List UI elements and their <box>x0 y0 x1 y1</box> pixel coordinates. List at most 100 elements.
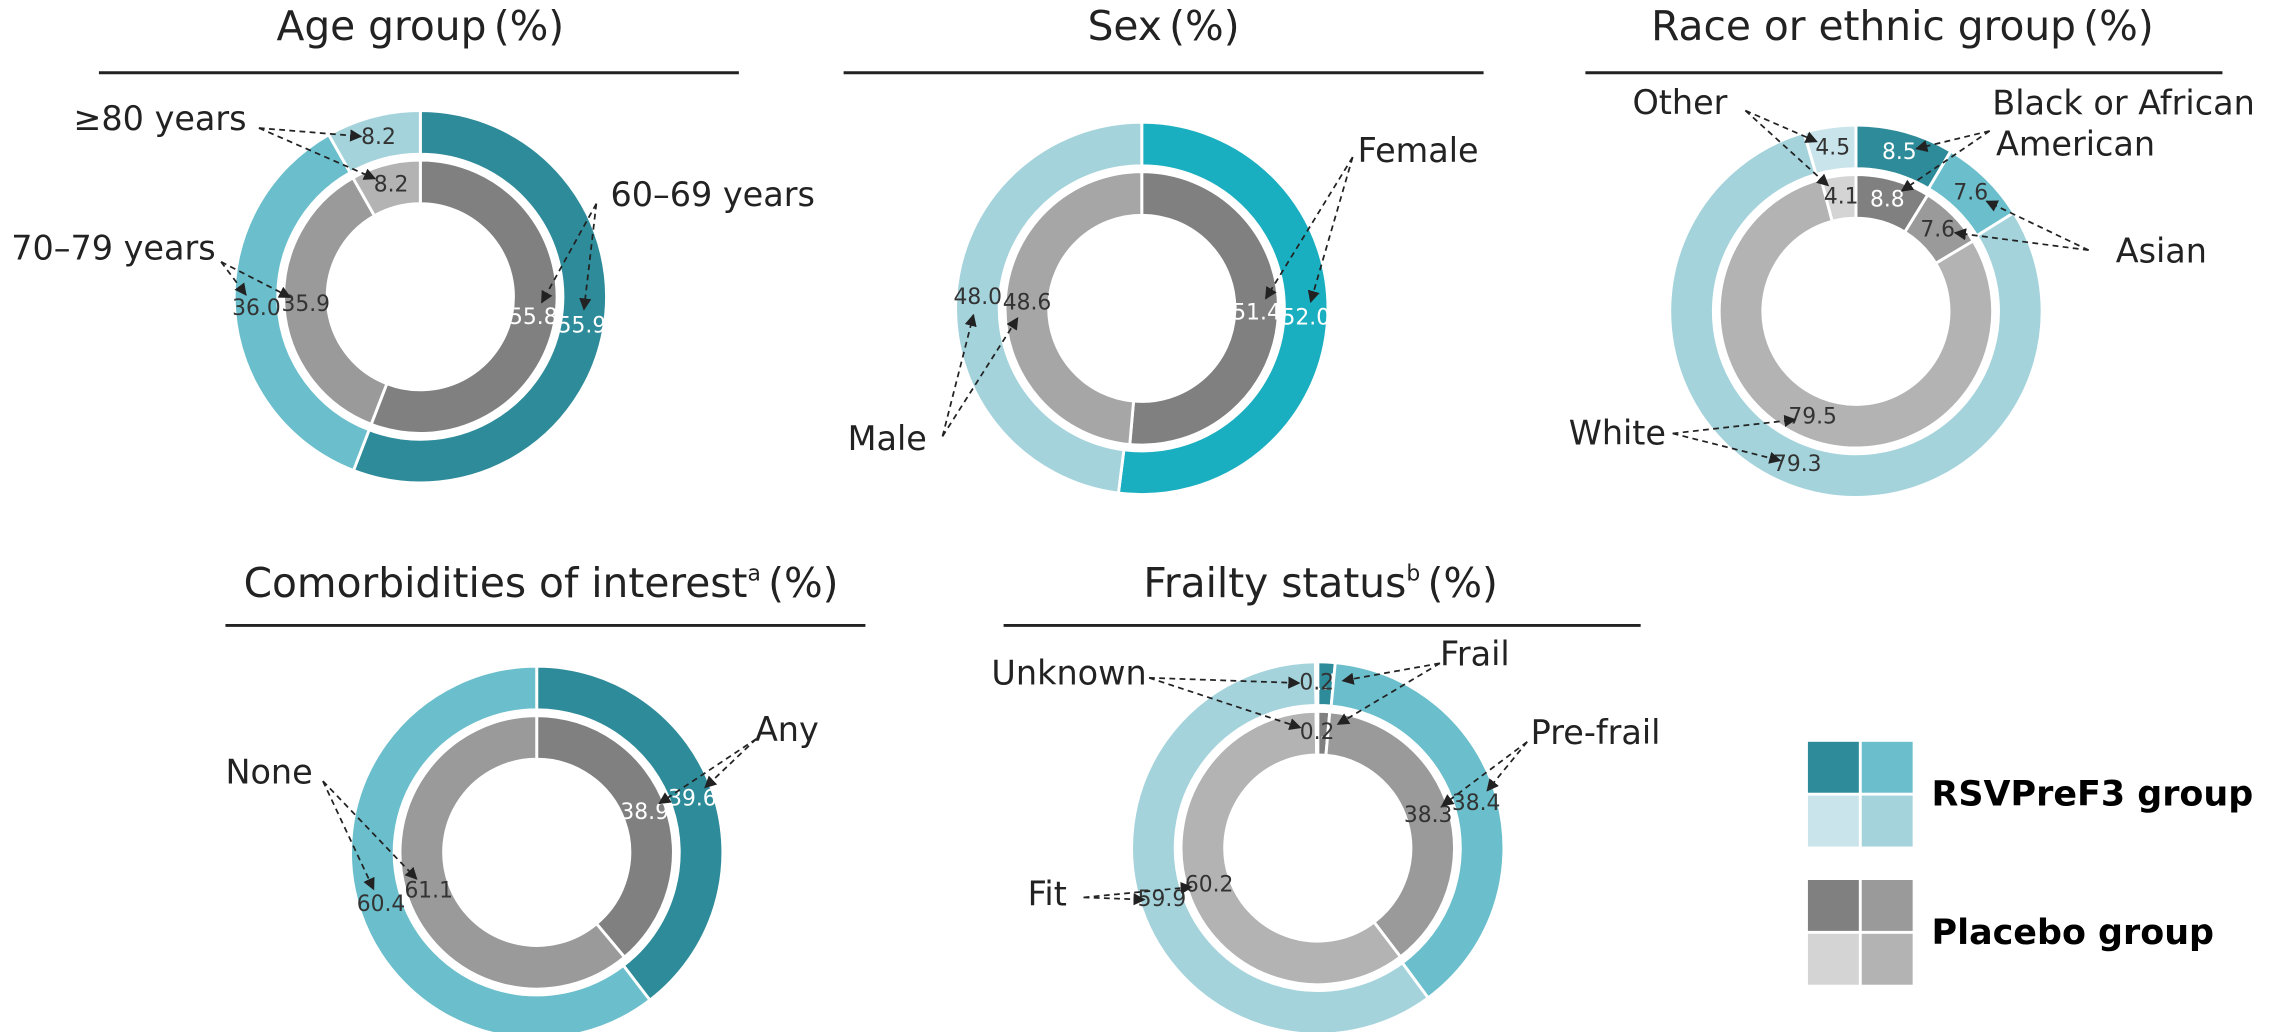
value-label: 39.6 <box>668 787 717 812</box>
annotation-arrow <box>579 203 598 311</box>
donut-segment <box>1128 170 1280 447</box>
value-label: 36.0 <box>232 296 281 321</box>
donut-segment <box>1130 660 1431 1032</box>
category-line: American <box>1996 124 2155 163</box>
title-unit: (%) <box>494 2 564 50</box>
value-label: 51.4 <box>1232 300 1281 325</box>
donut-segment <box>282 175 389 427</box>
value-label: 0.2 <box>1300 720 1335 745</box>
annotation-arrow <box>1985 200 2090 251</box>
title-unit: (%) <box>1169 2 1239 50</box>
annotation-arrow <box>1953 228 2089 252</box>
donut-segment <box>1717 177 1995 450</box>
donut-segment <box>1003 170 1144 447</box>
title-unit: (%) <box>2083 2 2153 50</box>
value-label: 55.8 <box>509 305 558 330</box>
annotation-arrow <box>540 203 598 304</box>
annotation-arrow <box>1148 676 1302 730</box>
annotation-arrow <box>941 313 977 437</box>
value-label: 48.0 <box>953 285 1002 310</box>
donut-segment <box>369 158 559 435</box>
value-label: 0.2 <box>1299 671 1334 696</box>
title-text: Frailty status <box>1143 559 1406 607</box>
title-text: Race or ethnic group <box>1651 2 2076 50</box>
value-label: 79.3 <box>1773 452 1822 477</box>
annotation-arrow <box>1672 432 1782 464</box>
legend-swatch <box>1807 741 1859 793</box>
legend-swatch <box>1807 933 1859 985</box>
category-label: Male <box>848 419 927 458</box>
title-unit: (%) <box>1427 559 1497 607</box>
value-label: 8.8 <box>1870 188 1905 213</box>
category-label: White <box>1569 413 1666 452</box>
value-label: 38.9 <box>620 800 669 825</box>
value-label: 7.6 <box>1920 218 1955 243</box>
legend-swatch <box>1807 795 1859 847</box>
legend-swatch <box>1861 795 1913 847</box>
annotation-arrow <box>258 127 363 142</box>
donut-segment <box>1313 660 1320 707</box>
category-label: Black or African American <box>1992 83 2255 163</box>
annotation-arrow <box>704 738 757 789</box>
donut-segment <box>535 664 725 1003</box>
value-label: 4.5 <box>1815 136 1850 161</box>
value-label: 38.3 <box>1404 803 1453 828</box>
value-label: 8.2 <box>361 125 396 150</box>
donut-segment <box>1819 173 1858 224</box>
annotation-arrow <box>941 317 1019 437</box>
category-line: Black or African <box>1992 83 2255 122</box>
value-label: 79.5 <box>1788 405 1837 430</box>
category-label: ≥80 years <box>73 99 246 138</box>
annotation-arrow <box>322 780 418 880</box>
chart-title: Sex (%) <box>1088 2 1240 50</box>
annotation-arrow <box>1083 881 1193 899</box>
value-label: 8.5 <box>1882 140 1917 165</box>
category-label: Frail <box>1440 634 1510 673</box>
chart-title: Race or ethnic group (%) <box>1651 2 2154 50</box>
title-note: a <box>747 562 760 587</box>
chart-title: Frailty statusb (%) <box>1143 559 1497 607</box>
annotation-arrow <box>1745 109 1818 143</box>
category-label: None <box>225 752 312 791</box>
chart-title: Comorbidities of interesta (%) <box>244 559 839 607</box>
annotation-arrow <box>658 738 757 805</box>
title-unit: (%) <box>768 559 838 607</box>
value-label: 61.1 <box>404 879 453 904</box>
category-label: 60–69 years <box>610 175 814 214</box>
donut-segment <box>1314 709 1320 757</box>
annotation-arrow <box>1441 741 1528 807</box>
donut-segment <box>1324 710 1456 959</box>
legend-swatch <box>1807 879 1859 931</box>
category-label: Asian <box>2116 232 2207 271</box>
value-label: 60.2 <box>1185 872 1234 897</box>
value-label: 48.6 <box>1003 290 1052 315</box>
annotation-arrow <box>1083 893 1146 906</box>
annotation-arrow <box>1307 156 1354 304</box>
legend-swatch <box>1861 879 1913 931</box>
category-label: Unknown <box>991 653 1146 692</box>
donut-segment <box>326 109 422 175</box>
category-label: Other <box>1632 83 1727 122</box>
annotation-arrow <box>220 261 247 296</box>
title-text: Comorbidities of interest <box>244 559 748 607</box>
donut-segment <box>351 109 608 485</box>
value-label: 4.1 <box>1824 184 1859 209</box>
donut-segment <box>349 664 652 1032</box>
donut-segment <box>1179 709 1403 987</box>
annotation-arrow <box>1341 662 1441 685</box>
annotation-arrow <box>1900 130 1991 192</box>
title-note: b <box>1406 562 1420 587</box>
donut-segment <box>954 120 1144 495</box>
annotation-arrow <box>1264 156 1354 300</box>
annotation-arrow <box>1744 109 1830 187</box>
title-text: Age group <box>276 2 486 50</box>
category-label: 70–79 years <box>11 229 215 268</box>
value-label: 7.6 <box>1953 181 1988 206</box>
legend-label: Placebo group <box>1932 913 2214 953</box>
donut-segment <box>1116 120 1330 496</box>
legend-label: RSVPreF3 group <box>1932 775 2254 815</box>
title-text: Sex <box>1088 2 1162 50</box>
value-label: 38.4 <box>1452 791 1501 816</box>
